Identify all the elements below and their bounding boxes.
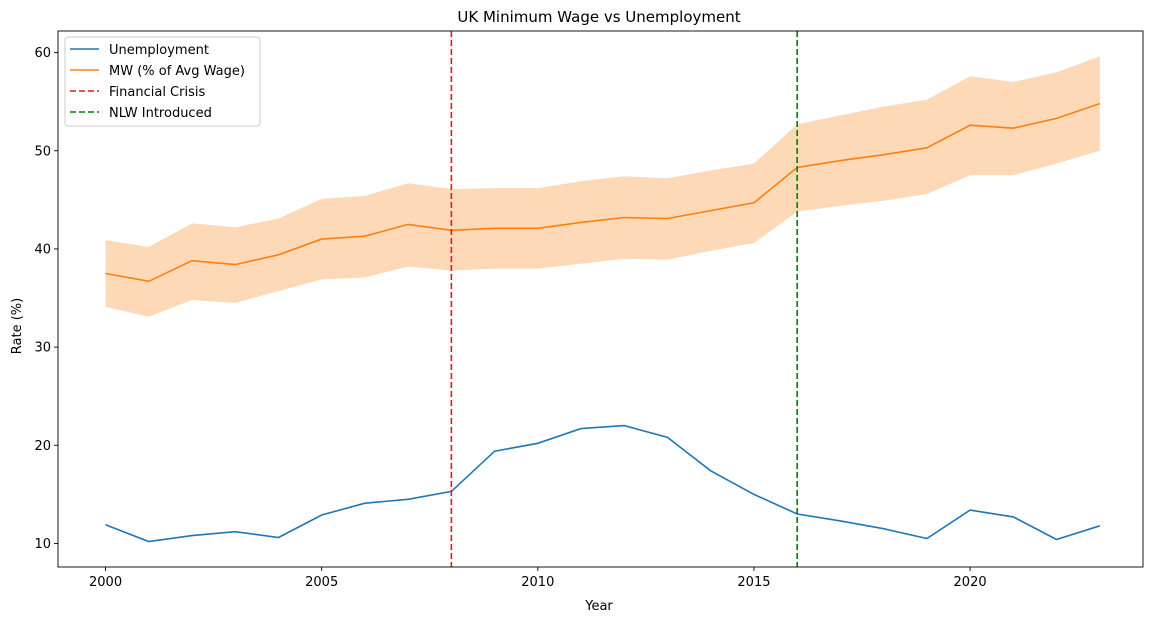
chart-title: UK Minimum Wage vs Unemployment [457,8,740,26]
legend-label-0: Unemployment [109,43,209,58]
x-axis-label: Year [584,599,613,614]
x-tick-label: 2010 [521,575,554,590]
series-line-1 [105,102,1101,283]
series-line-0 [105,424,1101,543]
confidence-band [105,56,1100,317]
legend-label-3: NLW Introduced [109,106,212,121]
legend-label-1: MW (% of Avg Wage) [109,64,245,79]
axes-frame [57,30,1144,568]
y-tick-label: 30 [34,341,51,356]
x-tick-label: 2000 [89,575,122,590]
y-tick-label: 60 [34,46,51,61]
legend: Unemployment MW (% of Avg Wage) Financial … [64,36,261,127]
y-tick-label: 20 [34,439,51,454]
y-tick-label: 50 [34,144,51,159]
y-tick-label: 10 [34,537,51,552]
plot-area: 2000 2005 2010 2015 2020 10 20 30 40 50 60 Unemploy… [34,30,1144,590]
x-tick-label: 2020 [954,575,987,590]
x-tick-label: 2015 [737,575,770,590]
x-tick-label: 2005 [305,575,338,590]
legend-box [64,36,261,127]
y-axis-label: Rate (%) [10,298,25,354]
legend-label-2: Financial Crisis [109,85,205,100]
y-tick-label: 40 [34,242,51,257]
